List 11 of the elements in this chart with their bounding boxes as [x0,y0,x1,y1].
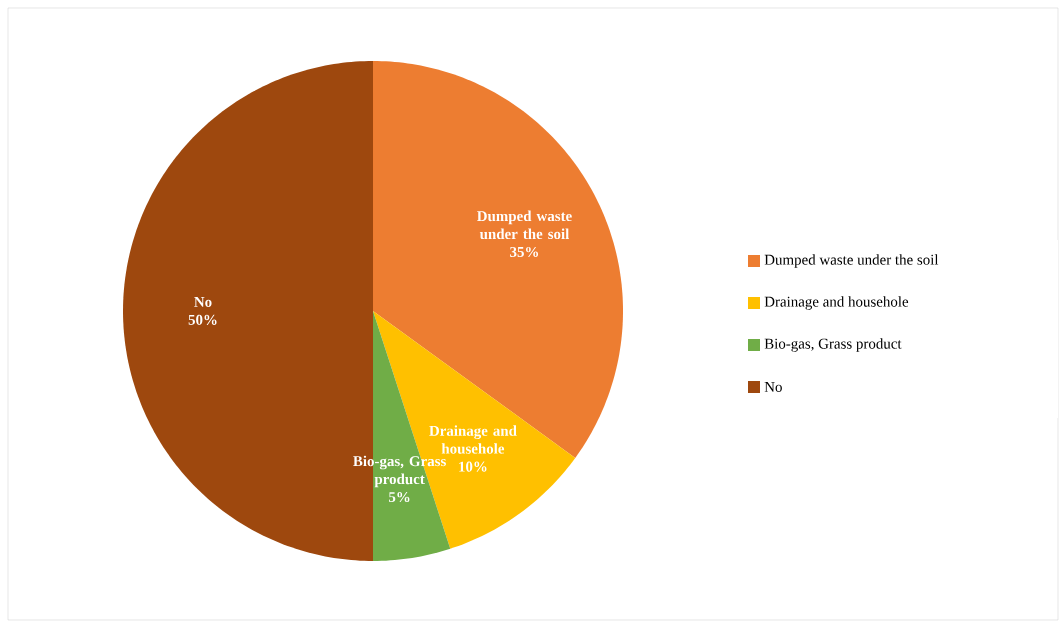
legend-label: Bio-gas, Grass product [764,338,902,352]
data-label: 10% [459,461,487,472]
legend-label: No [764,382,782,392]
data-label: 5% [388,491,410,503]
slice-label: Dumped waste under the soil [477,210,572,240]
slice-label: Drainage and househole [429,425,517,454]
slice-label: No [194,297,212,307]
data-label: 50% [188,314,217,325]
legend-label: Dumped waste under the soil [764,254,939,268]
legend-label: Drainage and househole [764,296,909,310]
data-label: 35% [510,246,539,258]
